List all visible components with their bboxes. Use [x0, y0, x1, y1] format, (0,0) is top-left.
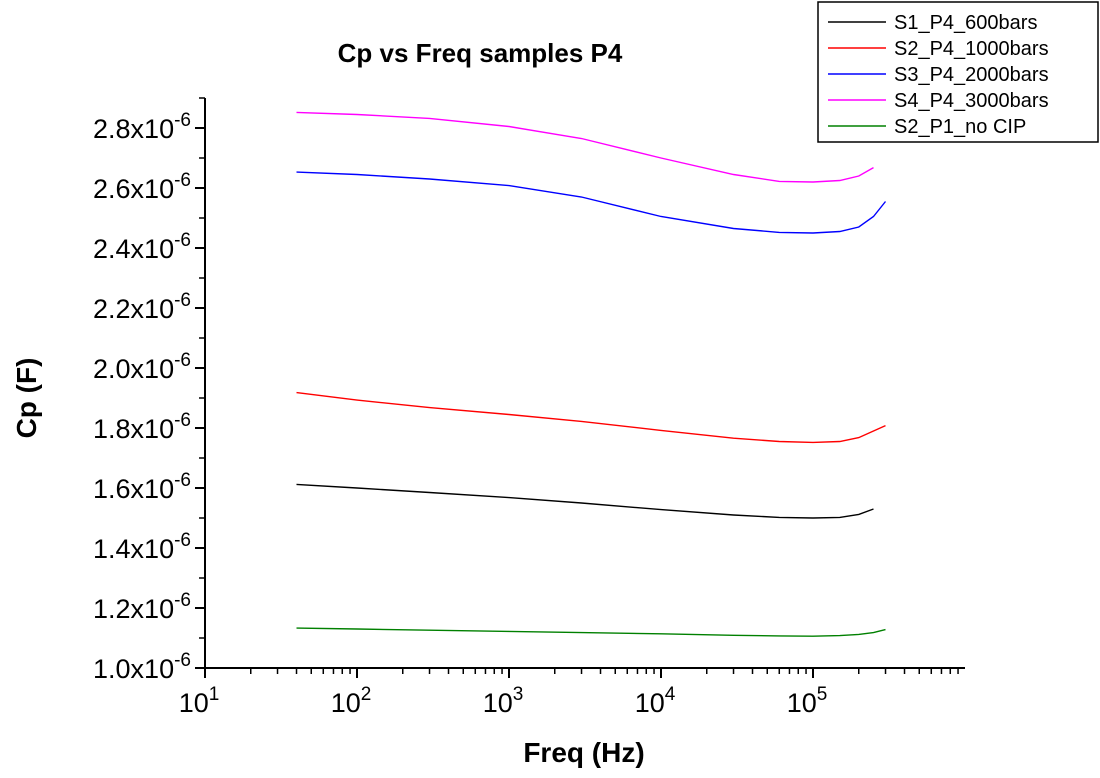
- x-tick-label: 103: [483, 684, 524, 718]
- series-line-s4-p4-3000bars: [296, 111, 874, 183]
- y-tick-label: 2.2x10-6: [93, 290, 191, 324]
- x-axis: 101 102 103 104 105: [179, 667, 965, 718]
- x-tick-label: 101: [179, 684, 220, 718]
- y-tick-label: 2.6x10-6: [93, 170, 191, 204]
- y-tick-label: 2.8x10-6: [93, 110, 191, 144]
- y-axis-label: Cp (F): [11, 358, 42, 439]
- legend: S1_P4_600bars S2_P4_1000bars S3_P4_2000bar…: [817, 1, 1099, 143]
- series-line-s2-p4-1000bars: [296, 391, 886, 444]
- x-axis-label: Freq (Hz): [523, 737, 644, 768]
- y-tick-label: 1.0x10-6: [93, 650, 191, 684]
- y-tick-label: 1.6x10-6: [93, 470, 191, 504]
- series-line-s1-p4-600bars: [296, 483, 874, 519]
- series-layer: [296, 111, 887, 637]
- x-tick-label: 104: [635, 684, 676, 718]
- legend-label: S1_P4_600bars: [894, 12, 1037, 34]
- y-tick-label: 2.4x10-6: [93, 230, 191, 264]
- legend-label: S4_P4_3000bars: [894, 90, 1049, 112]
- legend-label: S2_P1_no CIP: [894, 116, 1026, 138]
- legend-label: S3_P4_2000bars: [894, 64, 1049, 86]
- y-tick-label: 1.4x10-6: [93, 530, 191, 564]
- series-line-s2-p1-no-cip: [296, 627, 886, 637]
- y-tick-label: 1.8x10-6: [93, 410, 191, 444]
- legend-label: S2_P4_1000bars: [894, 38, 1049, 60]
- y-axis: 1.0x10-6 1.2x10-6 1.4x10-6 1.6x10-6 1.8x10-6…: [93, 97, 206, 684]
- series-line-s3-p4-2000bars: [296, 171, 887, 234]
- legend-box: [817, 1, 1099, 143]
- y-tick-label: 1.2x10-6: [93, 590, 191, 624]
- y-tick-label: 2.0x10-6: [93, 350, 191, 384]
- x-tick-label: 102: [331, 684, 372, 718]
- x-tick-label: 105: [787, 684, 828, 718]
- chart-title: Cp vs Freq samples P4: [338, 38, 623, 68]
